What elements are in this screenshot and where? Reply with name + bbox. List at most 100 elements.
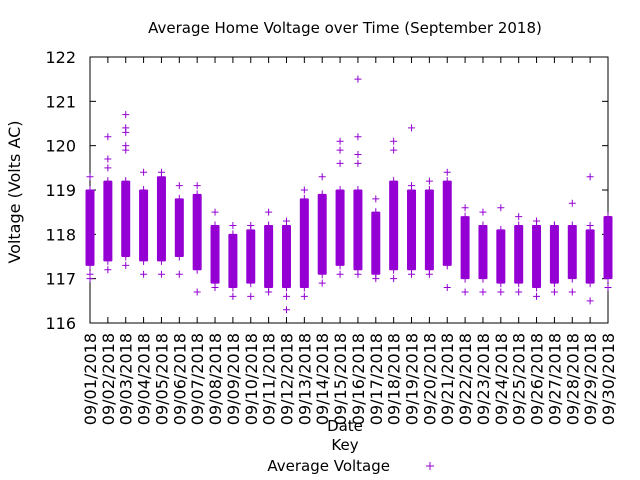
data-point-marker	[282, 283, 291, 292]
y-tick-label: 122	[45, 48, 76, 67]
data-point-marker	[461, 204, 469, 212]
data-point-marker	[336, 137, 344, 145]
data-point-marker	[515, 288, 523, 296]
data-point-marker	[247, 292, 255, 300]
data-point-marker	[443, 168, 451, 176]
data-point-marker	[533, 217, 541, 225]
data-point-marker	[140, 270, 148, 278]
data-point-marker	[336, 261, 345, 270]
data-range-bar	[532, 225, 542, 288]
data-point-marker	[354, 133, 362, 141]
x-tick-label: 09/07/2018	[188, 333, 207, 425]
data-point-marker	[586, 279, 595, 288]
data-point-marker	[300, 194, 309, 203]
data-range-bar	[299, 198, 309, 288]
data-point-marker	[408, 270, 416, 278]
x-axis-label: Date	[327, 417, 363, 435]
data-point-marker	[193, 182, 201, 190]
y-tick-label: 117	[45, 270, 76, 289]
data-point-marker	[228, 230, 237, 239]
data-range-bar	[139, 190, 149, 261]
x-tick-label: 09/21/2018	[438, 333, 457, 425]
data-point-marker	[425, 177, 433, 185]
x-tick-label: 09/05/2018	[152, 333, 171, 425]
data-point-marker	[497, 288, 505, 296]
x-tick-label: 09/26/2018	[528, 333, 547, 425]
data-range-bar	[85, 190, 95, 266]
data-point-marker	[550, 288, 558, 296]
data-point-marker	[496, 225, 505, 234]
x-tick-label: 09/27/2018	[545, 333, 564, 425]
x-tick-label: 09/13/2018	[295, 333, 314, 425]
data-point-marker	[121, 252, 130, 261]
data-point-marker	[122, 128, 130, 136]
data-point-marker	[121, 177, 130, 186]
data-point-marker	[478, 274, 487, 283]
data-range-bar	[371, 212, 381, 275]
data-range-bar	[353, 190, 363, 270]
data-point-marker	[193, 265, 202, 274]
data-point-marker	[568, 288, 576, 296]
data-point-marker	[193, 190, 202, 199]
data-point-marker	[86, 275, 94, 283]
data-point-marker	[443, 261, 452, 270]
data-range-bar	[192, 194, 202, 270]
data-point-marker	[389, 265, 398, 274]
data-point-marker	[354, 159, 362, 167]
data-point-marker	[497, 204, 505, 212]
data-point-marker	[443, 284, 451, 292]
data-point-marker	[514, 221, 523, 230]
x-tick-label: 09/01/2018	[81, 333, 100, 425]
x-tick-label: 09/10/2018	[242, 333, 261, 425]
data-point-marker	[122, 261, 130, 269]
data-range-bar	[317, 194, 327, 275]
data-range-bar	[246, 229, 256, 284]
data-point-marker	[300, 292, 308, 300]
x-tick-label: 09/29/2018	[581, 333, 600, 425]
data-point-marker	[390, 146, 398, 154]
data-point-marker	[175, 270, 183, 278]
data-range-bar	[103, 181, 113, 261]
data-point-marker	[86, 261, 94, 270]
data-point-marker	[371, 208, 380, 217]
data-range-bar	[585, 229, 595, 284]
x-tick-label: 09/22/2018	[456, 333, 475, 425]
data-point-marker	[104, 133, 112, 141]
x-tick-label: 09/08/2018	[206, 333, 225, 425]
data-range-bar	[424, 190, 434, 270]
data-point-marker	[282, 292, 290, 300]
data-range-bar	[442, 181, 452, 266]
data-point-marker	[318, 173, 326, 181]
data-point-marker	[336, 146, 344, 154]
data-point-marker	[354, 151, 362, 159]
data-point-marker	[390, 275, 398, 283]
data-point-marker	[586, 297, 594, 305]
data-point-marker	[354, 75, 362, 83]
data-point-marker	[157, 168, 165, 176]
legend-entry-label: Average Voltage	[267, 457, 390, 475]
data-point-marker	[478, 221, 487, 230]
data-point-marker	[568, 221, 577, 230]
data-point-marker	[265, 288, 273, 296]
data-point-marker	[604, 274, 612, 283]
data-range-bar	[496, 229, 506, 284]
data-point-marker	[479, 288, 487, 296]
data-range-bar	[174, 198, 184, 257]
data-point-marker	[372, 195, 380, 203]
x-tick-label: 09/28/2018	[563, 333, 582, 425]
data-point-marker	[318, 190, 327, 199]
data-range-bar	[460, 216, 470, 279]
x-tick-label: 09/06/2018	[170, 333, 189, 425]
data-point-marker	[336, 159, 344, 167]
data-point-marker	[354, 270, 362, 278]
x-tick-label: 09/17/2018	[367, 333, 386, 425]
data-point-marker	[86, 173, 94, 181]
x-tick-label: 09/04/2018	[135, 333, 154, 425]
x-tick-label: 09/25/2018	[510, 333, 529, 425]
data-point-marker	[550, 221, 558, 229]
data-point-marker	[533, 292, 541, 300]
data-range-bar	[514, 225, 524, 284]
x-tick-label: 09/24/2018	[492, 333, 511, 425]
data-point-marker	[353, 186, 362, 194]
